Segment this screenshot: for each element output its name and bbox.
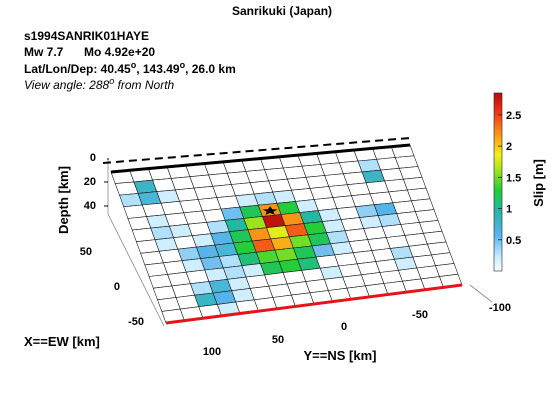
slip-cell [398,166,423,180]
x-tick-label: 50 [80,246,92,258]
colorbar-gradient [493,92,503,272]
x-axis-line [107,213,165,327]
colorbar-tick-label: 1 [506,204,512,216]
view-suffix: from North [114,78,174,92]
x-axis-label: X==EW [km] [24,334,100,349]
slip-cell [394,155,419,169]
y-tick-label: -50 [412,309,428,321]
location-suffix: , 26.0 km [185,62,236,76]
z-tick-label: 0 [90,152,96,164]
location-degree-2: o [180,60,186,70]
event-id: s1994SANRIK01HAYE [24,29,149,43]
slip-cell [402,176,427,191]
axes: 0 20 40 Depth [km] 50 0 -50 X==EW [km] 1… [24,152,511,363]
view-degree: o [109,76,114,86]
y-axis-label: Y==NS [km] [304,348,377,363]
colorbar-tick-label: 2.5 [506,110,521,122]
colorbar-tick-label: 1.5 [506,172,521,184]
colorbar-tick-label: 0.5 [506,235,521,247]
fault-top-edge [110,143,411,174]
fault-plane [102,137,463,325]
colorbar: Slip [m] 0.5 1 1.5 2 2.5 [493,92,546,272]
y-tick-label: 50 [272,334,284,346]
location-degree-1: o [131,60,137,70]
location-prefix: Lat/Lon/Dep: 40.45 [24,62,131,76]
view-prefix: View angle: 288 [24,78,110,92]
magnitude-text: Mw 7.7 [24,45,64,59]
y-tick-label: 100 [203,346,221,358]
trench-line [165,283,463,325]
y-tick-label: 0 [341,321,347,333]
view-angle-text: View angle: 288o from North [24,76,175,92]
x-tick-label: -50 [128,316,144,328]
hypocenter-star [262,206,278,215]
moment-text: Mo 4.92e+20 [84,45,155,59]
y-axis-end-line [469,284,493,303]
colorbar-tick-label: 2 [506,141,512,153]
location-mid: , 143.49 [136,62,180,76]
location-text: Lat/Lon/Dep: 40.45o, 143.49o, 26.0 km [24,60,236,76]
chart-title: Sanrikuki (Japan) [232,4,332,18]
colorbar-label: Slip [m] [531,159,546,207]
z-axis-label: Depth [km] [56,166,71,234]
z-tick-label: 40 [84,200,96,212]
x-tick-label: 0 [114,281,120,293]
y-tick-label: -100 [489,302,511,314]
z-tick-label: 20 [84,176,96,188]
